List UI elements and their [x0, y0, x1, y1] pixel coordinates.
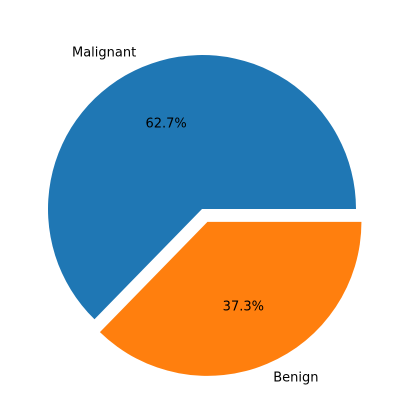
- pie-slices: [48, 55, 362, 376]
- pie-slice-benign: [99, 221, 362, 376]
- pie-pct-label-malignant: 62.7%: [145, 116, 186, 131]
- pie-labels: 62.7% Malignant 37.3% Benign: [72, 45, 319, 385]
- pie-pct-label-benign: 37.3%: [223, 300, 264, 315]
- pie-category-label-benign: Benign: [273, 370, 318, 385]
- pie-slice-malignant: [48, 55, 356, 320]
- pie-category-label-malignant: Malignant: [72, 45, 136, 60]
